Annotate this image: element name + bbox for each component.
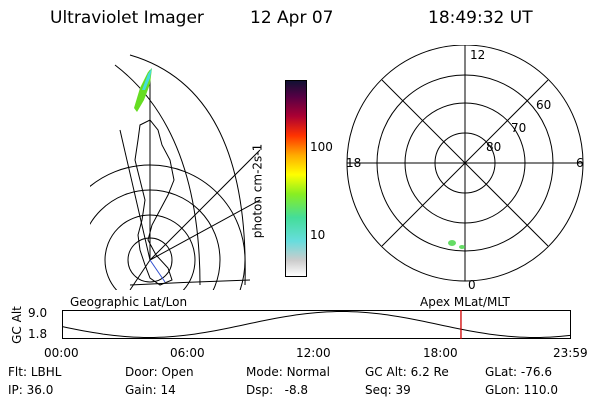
timeline-left-title: Geographic Lat/Lon [70, 295, 188, 309]
param-ip: IP: 36.0 [8, 383, 54, 397]
aurora-patch [142, 68, 152, 90]
aurora-spot [459, 245, 465, 249]
map-limb-arc [129, 54, 246, 286]
param-filter: Flt: LBHL [8, 365, 62, 379]
map-lat-arc [129, 279, 251, 286]
timeline-xtick: 12:00 [296, 346, 331, 360]
colorbar-unit-label: photon cm-2s-1 [250, 143, 265, 239]
mlt-label-right: 6 [576, 156, 584, 170]
timeline-xtick: 00:00 [44, 346, 79, 360]
map-meridian [149, 199, 261, 261]
timeline-plot [62, 310, 571, 339]
param-gain: Gain: 14 [125, 383, 176, 397]
colorbar [285, 80, 307, 277]
map-limb-arc [114, 64, 201, 286]
mlt-label-top: 12 [470, 48, 485, 62]
header-time: 18:49:32 UT [428, 8, 533, 28]
colorbar-tick-10: 10 [310, 228, 326, 242]
param-glon: GLon: 110.0 [485, 383, 558, 397]
param-glat: GLat: -76.6 [485, 365, 552, 379]
geographic-map [90, 54, 261, 290]
lat-label-70: 70 [511, 121, 526, 135]
param-seq: Seq: 39 [365, 383, 411, 397]
altitude-curve [62, 311, 571, 338]
polar-plot: 12 18 6 0 60 70 80 [346, 45, 584, 290]
timeline-xtick: 23:59 [553, 346, 588, 360]
map-meridian [149, 149, 261, 261]
lat-label-60: 60 [536, 98, 551, 112]
polar-diagonal [381, 79, 549, 247]
mlt-label-left: 18 [346, 156, 361, 170]
param-door: Door: Open [125, 365, 194, 379]
coastline-outline [134, 119, 175, 286]
timeline-right-title: Apex MLat/MLT [420, 295, 510, 309]
mlt-label-bottom: 0 [468, 278, 476, 290]
map-meridian [119, 129, 151, 261]
timeline-ytick-min: 1.8 [28, 327, 48, 341]
spacecraft-track [149, 259, 166, 283]
param-mode: Mode: Normal [246, 365, 330, 379]
instrument-title: Ultraviolet Imager [50, 8, 204, 28]
aurora-spot [448, 240, 456, 246]
lat-label-80: 80 [486, 140, 501, 154]
timeline-xtick: 06:00 [170, 346, 205, 360]
colorbar-tick-100: 100 [310, 140, 333, 154]
header-date: 12 Apr 07 [250, 8, 334, 28]
timeline-frame [62, 310, 571, 339]
timeline-xtick: 18:00 [423, 346, 458, 360]
map-meridian [129, 259, 151, 290]
map-lat-circle [90, 164, 246, 290]
timeline-axis-title: GC Alt [9, 306, 24, 344]
param-gc-alt: GC Alt: 6.2 Re [365, 365, 449, 379]
timeline-ytick-max: 9.0 [28, 306, 48, 320]
param-dsp: Dsp: -8.8 [246, 383, 309, 397]
